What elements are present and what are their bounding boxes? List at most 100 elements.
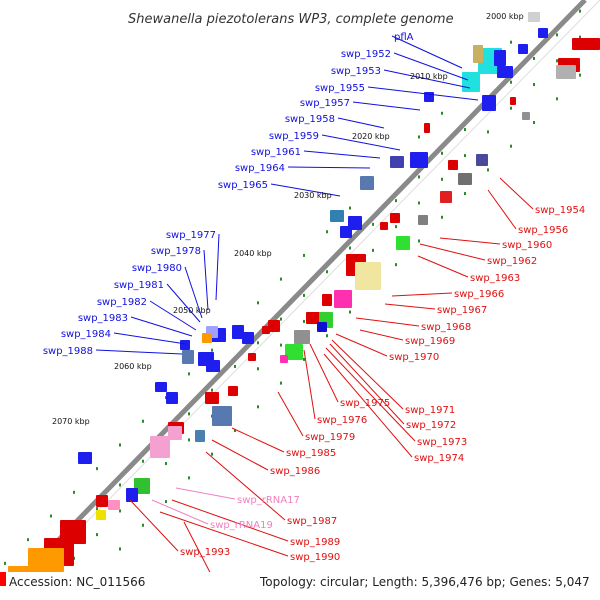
tick-mark [510,106,512,110]
tick-mark [326,334,328,338]
tick-mark [142,523,144,527]
gene-block [262,326,270,334]
gene-block [458,173,472,185]
gene-block [96,510,106,520]
leader-line [393,52,469,81]
tick-mark [395,263,397,267]
footer-band [0,572,600,600]
leader-line [391,35,463,69]
gene-block [150,436,170,458]
tick-mark [579,35,581,39]
kbp-labels: 2000 kbp 2010 kbp 2020 kbp 2030 kbp 2040 kbp… [52,12,524,426]
tick-mark [257,341,259,345]
gene-block [180,340,190,350]
kbp-label: 2070 kbp [52,417,90,426]
tick-mark [211,348,213,352]
tick-mark [280,277,282,281]
gene-block [232,325,244,339]
tick-mark [50,514,52,518]
leader-line [439,237,501,245]
leader-line [166,283,201,323]
forward-gene-label: swp_1955 [315,83,365,94]
leader-line [352,101,421,111]
leader-line [231,427,285,453]
forward-gene-label: swp_1953 [331,66,381,77]
gene-block [294,330,310,344]
tick-mark [303,357,305,361]
gene-block [330,210,344,222]
gene-block [572,38,600,50]
forward-gene-label: swp_1961 [251,147,301,158]
gene-block [418,215,428,225]
leader-line [130,316,193,337]
rna-gene-label: swp_rRNA17 [237,495,300,506]
forward-gene-label: pflA [394,32,414,43]
forward-gene-label: swp_1980 [132,263,182,274]
leader-line [331,339,404,410]
leader-line [303,349,316,420]
tick-mark [257,405,259,409]
leader-line [270,183,341,197]
gene-block [306,312,320,324]
tick-mark [73,490,75,494]
reverse-gene-label: swp_1993 [180,547,230,558]
footer-swatch [0,572,6,586]
tick-mark [441,177,443,181]
reverse-gene-label: swp_1985 [286,448,336,459]
leader-line [359,329,404,341]
reverse-gene-label: swp_1960 [502,240,552,251]
leader-line [309,343,339,403]
tick-mark [188,412,190,416]
forward-gene-label: swp_1964 [235,163,285,174]
gene-block [268,320,280,332]
kbp-label: 2030 kbp [294,191,332,200]
tick-mark [487,130,489,134]
gene-block [476,154,488,166]
tick-mark [165,462,167,466]
forward-gene-label: swp_1984 [61,329,111,340]
leader-line [203,249,209,311]
leader-line [151,499,209,525]
forward-gene-label: swp_1982 [97,297,147,308]
leader-line [211,439,269,471]
reverse-gene-label: swp_1971 [405,405,455,416]
kbp-label: 2060 kbp [114,362,152,371]
tick-mark [418,175,420,179]
tick-mark [211,452,213,456]
map-title: Shewanella piezotolerans WP3, complete g… [128,12,454,27]
leader-line [321,134,401,151]
leader-line [215,233,220,301]
gene-block [78,452,92,464]
kbp-label: 2010 kbp [410,72,448,81]
reverse-gene-label: swp_1974 [414,453,464,464]
tick-mark [441,111,443,115]
tick-mark [441,215,443,219]
gene-block [280,355,288,363]
tick-mark [165,500,167,504]
leader-line [113,332,187,345]
gene-block [242,332,254,344]
leader-line [95,349,183,355]
gene-block [390,213,400,223]
tick-mark [487,168,489,172]
gene-block [462,72,480,92]
leader-line [287,166,371,169]
tick-mark [142,459,144,463]
label-leaders [95,35,534,585]
gene-block [390,156,404,168]
tick-mark [303,293,305,297]
tick-mark [96,533,98,537]
gene-block [317,322,327,332]
kbp-label: 2020 kbp [352,132,390,141]
gene-block [155,382,167,392]
gene-block [126,488,138,502]
tick-mark [349,206,351,210]
kbp-label: 2050 kbp [173,306,211,315]
forward-gene-label: swp_1981 [114,280,164,291]
gene-block [448,160,458,170]
leader-line [205,451,286,521]
reverse-gene-label: swp_1986 [270,466,320,477]
leader-line [383,69,471,89]
gene-block [538,28,548,38]
